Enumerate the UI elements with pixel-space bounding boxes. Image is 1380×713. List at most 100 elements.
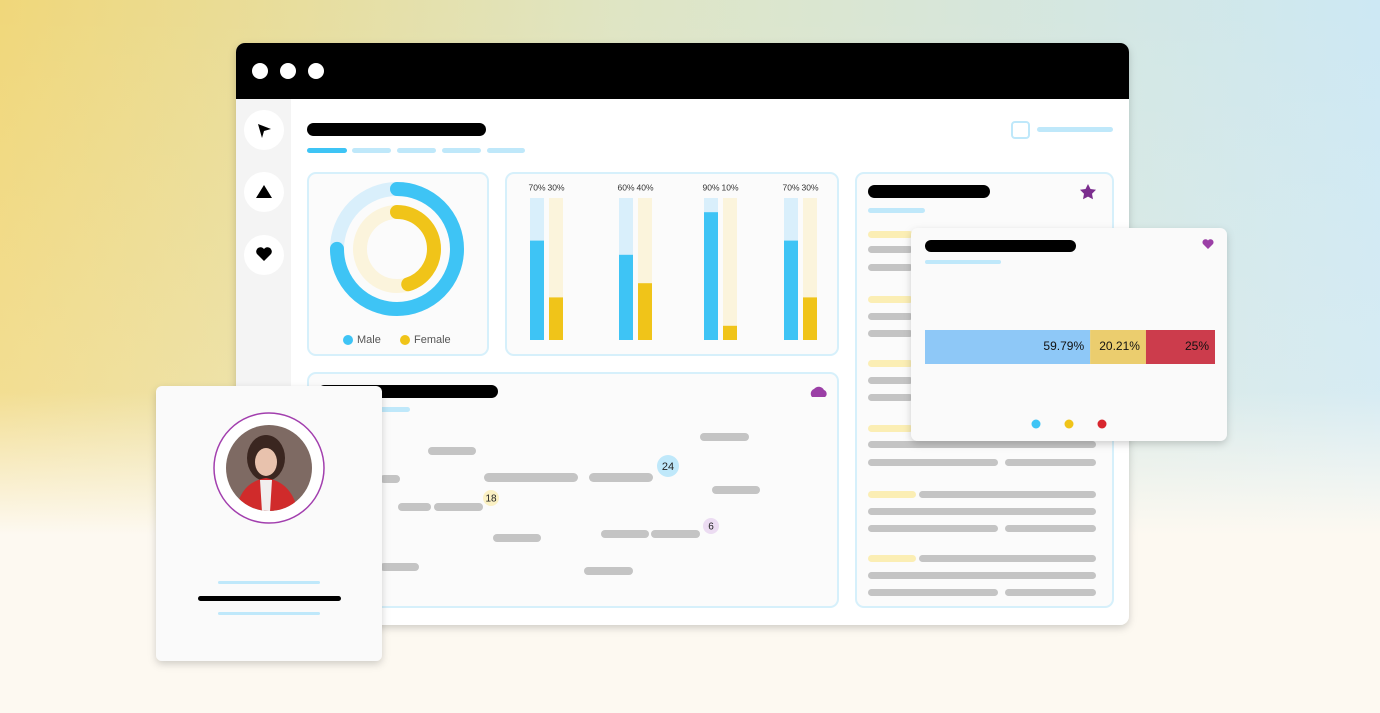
- placeholder-line: [218, 581, 320, 584]
- placeholder-line: [919, 491, 1096, 498]
- placeholder-line: [868, 330, 913, 337]
- bar: [549, 297, 563, 340]
- placeholder-line: [601, 530, 649, 538]
- overlay-card: 59.79% 20.21% 25%: [911, 228, 1227, 441]
- placeholder-line: [868, 313, 913, 320]
- placeholder-line: [380, 563, 419, 571]
- heart-icon[interactable]: [1202, 239, 1214, 249]
- bar: [784, 240, 798, 340]
- placeholder-line: [589, 473, 653, 482]
- placeholder-line: [198, 596, 341, 601]
- placeholder-line: [868, 589, 998, 596]
- placeholder-line: [380, 407, 410, 412]
- window-dot: [308, 63, 324, 79]
- segment-label: 20.21%: [1099, 339, 1140, 353]
- placeholder-line: [434, 503, 483, 511]
- placeholder-line: [307, 148, 347, 153]
- bar: [530, 240, 544, 340]
- placeholder-line: [868, 296, 913, 303]
- bar-label: 70%: [528, 182, 545, 192]
- bar: [619, 254, 633, 340]
- segment-label: 59.79%: [1043, 339, 1084, 353]
- placeholder-line: [651, 530, 700, 538]
- nav-icon: [256, 247, 272, 261]
- bubble: [657, 455, 679, 477]
- placeholder-line: [925, 260, 1001, 264]
- legend-dot: [1031, 419, 1041, 429]
- placeholder-line: [584, 567, 633, 575]
- placeholder-line: [868, 185, 990, 198]
- arc-marker: [391, 206, 403, 218]
- avatar: [226, 425, 312, 511]
- bars-card: [505, 172, 839, 356]
- placeholder-line: [1005, 589, 1096, 596]
- stacked-segment: [1090, 330, 1146, 364]
- placeholder-line: [868, 394, 913, 401]
- star-icon[interactable]: [1080, 184, 1096, 200]
- bar: [638, 283, 652, 340]
- placeholder-line: [868, 208, 925, 213]
- placeholder-line: [218, 612, 320, 615]
- legend-dot: [1097, 419, 1107, 429]
- bubble-label: 18: [485, 494, 497, 505]
- stacked-segment: [925, 330, 1091, 364]
- title-bar: [236, 43, 1129, 99]
- legend-label: Female: [414, 334, 451, 346]
- placeholder-line: [868, 377, 913, 384]
- placeholder-line: [712, 486, 760, 494]
- nav-icon: [258, 124, 271, 138]
- placeholder-line: [868, 441, 1096, 448]
- placeholder-line: [398, 503, 431, 511]
- placeholder-line: [868, 508, 1096, 515]
- segment-label: 25%: [1185, 339, 1209, 353]
- placeholder-line: [380, 475, 400, 483]
- placeholder-line: [493, 534, 541, 542]
- placeholder-line: [428, 447, 476, 455]
- calendar-icon[interactable]: [1011, 121, 1030, 139]
- placeholder-line: [868, 525, 998, 532]
- placeholder-line: [1005, 525, 1096, 532]
- bar-label: 70%: [782, 182, 799, 192]
- placeholder-line: [868, 459, 998, 466]
- legend-swatch: [400, 335, 410, 345]
- placeholder-line: [487, 148, 525, 153]
- bar-track: [723, 198, 737, 340]
- placeholder-line: [868, 425, 913, 432]
- placeholder-line: [868, 246, 913, 253]
- bubble-label: 6: [708, 522, 714, 533]
- bubble: [483, 490, 499, 506]
- arc-marker: [391, 183, 403, 195]
- cards: [307, 172, 1114, 608]
- window-dot: [280, 63, 296, 79]
- bar-label: 30%: [547, 182, 564, 192]
- cloud-icon[interactable]: [810, 386, 827, 397]
- placeholder-line: [397, 148, 436, 153]
- legend-dot: [1064, 419, 1074, 429]
- placeholder-line: [868, 572, 1096, 579]
- placeholder-line: [1005, 459, 1096, 466]
- placeholder-line: [919, 555, 1096, 562]
- placeholder-line: [868, 264, 913, 271]
- placeholder-line: [1037, 127, 1113, 132]
- placeholder-line: [868, 491, 916, 498]
- placeholder-line: [700, 433, 749, 441]
- placeholder-line: [868, 555, 916, 562]
- placeholder-title: [925, 240, 1076, 252]
- stacked-segment: [1145, 330, 1215, 364]
- placeholder-line: [352, 148, 391, 153]
- placeholder-line: [484, 473, 578, 482]
- nav-icon: [256, 185, 272, 198]
- bar-label: 60%: [617, 182, 634, 192]
- bar: [803, 297, 817, 340]
- bubble-label: 24: [662, 461, 674, 473]
- placeholder-line: [868, 231, 913, 238]
- bar: [704, 212, 718, 340]
- profile-card: [156, 386, 382, 661]
- bubble: [703, 518, 719, 534]
- legend-swatch: [343, 335, 353, 345]
- bar: [723, 325, 737, 340]
- legend-label: Male: [357, 334, 381, 346]
- placeholder-line: [442, 148, 481, 153]
